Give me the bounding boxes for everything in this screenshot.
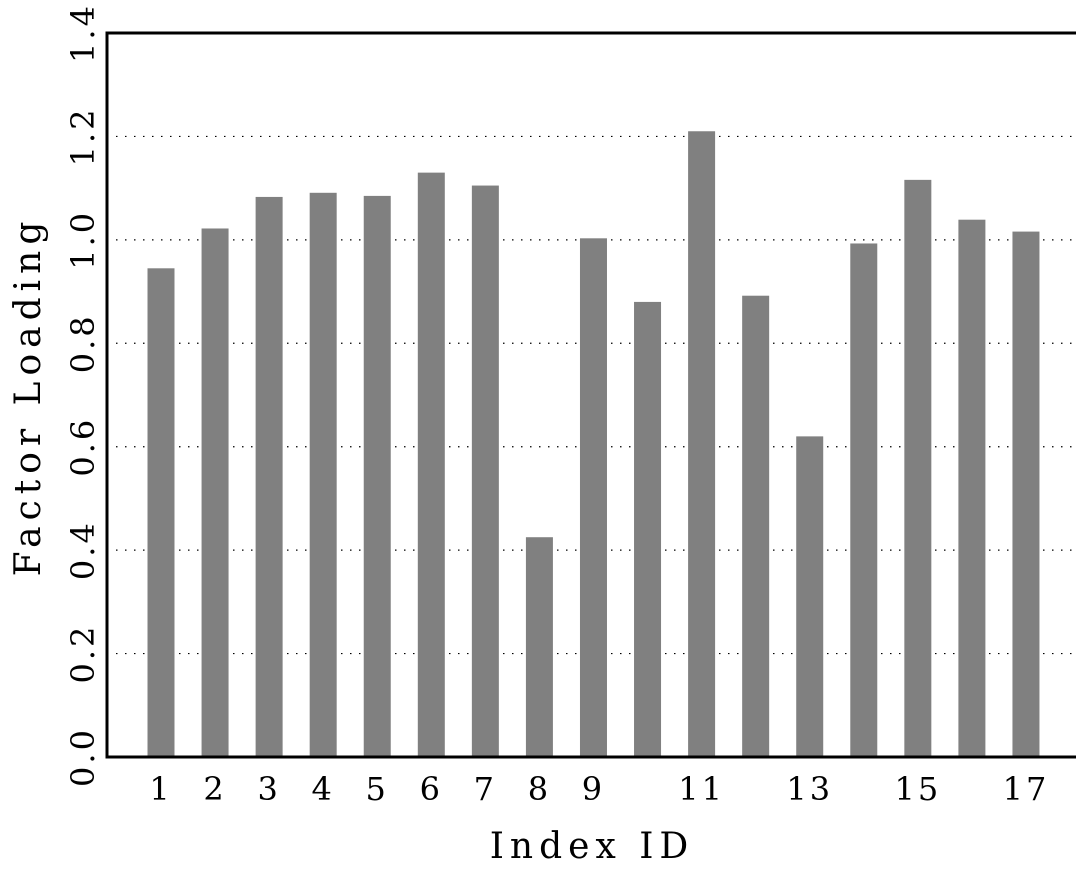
y-tick-label: 1.2 [64, 106, 102, 166]
x-tick-labels: 1 2 3 4 5 6 7 8 9 11 13 15 17 [149, 770, 1050, 808]
y-tick-label: 0.0 [64, 727, 102, 787]
bar [1012, 231, 1040, 757]
y-tick-label: 1.0 [64, 210, 102, 270]
y-tick-labels: 0.0 0.2 0.4 0.6 0.8 1.0 1.2 1.4 [64, 3, 102, 787]
bar [309, 192, 337, 758]
bars [147, 131, 1040, 758]
bar [958, 219, 986, 757]
plot-frame [105, 31, 1076, 759]
x-tick-label: 7 [474, 770, 497, 808]
bar [147, 268, 175, 757]
x-tick-label: 5 [366, 770, 389, 808]
bar [363, 195, 391, 757]
x-tick-label: 17 [1003, 770, 1050, 808]
x-tick-label: 11 [678, 770, 725, 808]
bar [634, 301, 662, 757]
bar [417, 172, 445, 758]
y-axis-title: Factor Loading [8, 216, 49, 577]
x-tick-label: 15 [894, 770, 941, 808]
x-tick-label: 1 [149, 770, 172, 808]
x-tick-label: 6 [420, 770, 443, 808]
bar [255, 196, 283, 758]
x-tick-label: 4 [312, 770, 335, 808]
y-tick-label: 0.2 [64, 624, 102, 684]
x-tick-label: 9 [582, 770, 605, 808]
x-tick-label: 13 [786, 770, 833, 808]
bar [688, 131, 716, 757]
x-tick-label: 3 [257, 770, 280, 808]
bar [525, 537, 553, 757]
y-tick-label: 0.8 [64, 313, 102, 373]
bar [904, 179, 932, 757]
y-tick-label: 1.4 [64, 3, 102, 63]
x-tick-label: 8 [528, 770, 551, 808]
x-tick-label: 2 [203, 770, 226, 808]
bar [579, 238, 607, 757]
bar [742, 295, 770, 757]
x-axis-title: Index ID [490, 826, 695, 867]
bar [796, 436, 824, 757]
y-tick-label: 0.6 [64, 417, 102, 477]
bar [850, 243, 878, 757]
bar [201, 228, 229, 758]
bar [471, 185, 499, 758]
y-tick-label: 0.4 [64, 520, 102, 580]
